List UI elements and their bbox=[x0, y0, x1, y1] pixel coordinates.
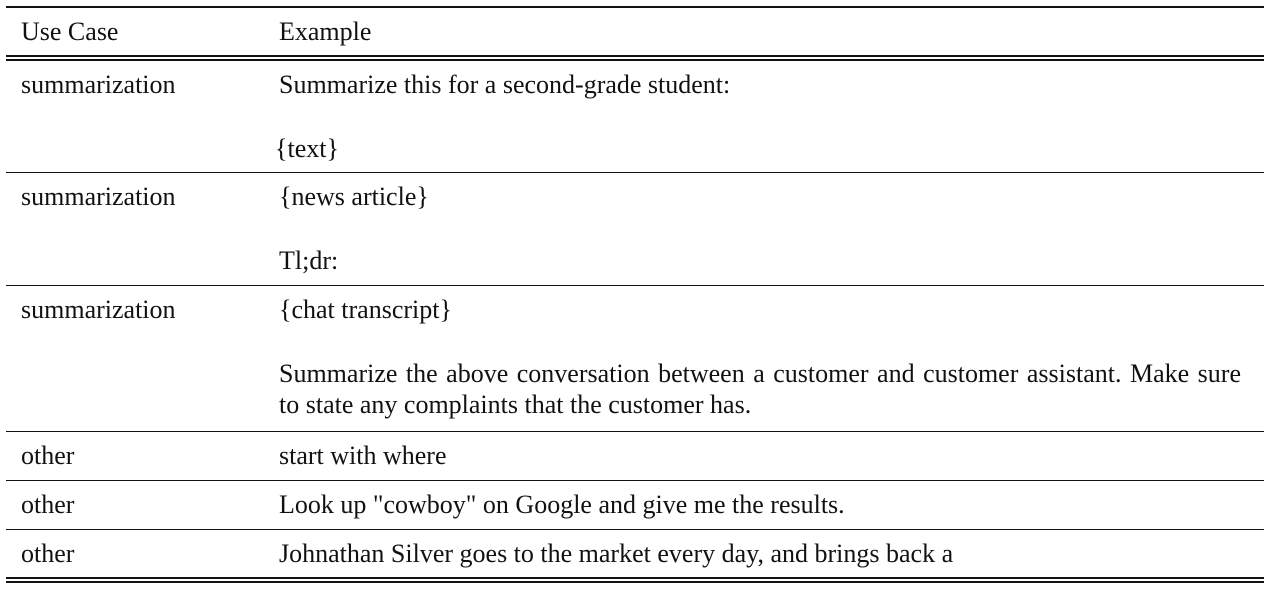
header-use-case: Use Case bbox=[21, 17, 119, 46]
example-cell: Summarize this for a second-grade studen… bbox=[275, 69, 1241, 164]
use-case-cell: summarization bbox=[21, 295, 176, 324]
row-divider bbox=[6, 285, 1264, 286]
example-cell: {news article} Tl;dr: bbox=[279, 181, 1241, 276]
header-example: Example bbox=[279, 17, 372, 46]
table-row: summarization Summarize this for a secon… bbox=[6, 61, 1264, 172]
table-row: summarization {chat transcript} Summariz… bbox=[6, 286, 1264, 431]
use-case-table: Use Case Example summarization Summarize… bbox=[6, 6, 1264, 583]
example-paragraph: Summarize this for a second-grade studen… bbox=[279, 70, 731, 99]
use-case-cell: other bbox=[21, 539, 75, 568]
example-cell: Look up "cowboy" on Google and give me t… bbox=[279, 489, 1241, 520]
example-paragraph: start with where bbox=[279, 441, 447, 470]
table-row: other Look up "cowboy" on Google and giv… bbox=[6, 481, 1264, 529]
example-paragraph: Look up "cowboy" on Google and give me t… bbox=[279, 490, 845, 519]
example-cell: {chat transcript} Summarize the above co… bbox=[279, 294, 1241, 420]
example-paragraph: {chat transcript} bbox=[279, 295, 452, 324]
use-case-cell: summarization bbox=[21, 70, 176, 99]
example-paragraph: Summarize the above conversation between… bbox=[279, 359, 1241, 419]
use-case-cell: summarization bbox=[21, 182, 176, 211]
example-cell: start with where bbox=[279, 440, 1241, 471]
table-row: other Johnathan Silver goes to the marke… bbox=[6, 530, 1264, 577]
use-case-cell: other bbox=[21, 441, 75, 470]
example-paragraph: {news article} bbox=[279, 182, 429, 211]
bottom-double-rule bbox=[6, 577, 1264, 583]
use-case-cell: other bbox=[21, 490, 75, 519]
row-divider bbox=[6, 529, 1264, 530]
row-divider bbox=[6, 431, 1264, 432]
row-divider bbox=[6, 480, 1264, 481]
header-double-rule bbox=[6, 55, 1264, 61]
top-rule bbox=[6, 6, 1264, 8]
example-paragraph: Johnathan Silver goes to the market ever… bbox=[279, 539, 954, 568]
example-cell: Johnathan Silver goes to the market ever… bbox=[279, 538, 1241, 569]
example-paragraph: {text} bbox=[275, 134, 339, 163]
example-paragraph: Tl;dr: bbox=[279, 246, 339, 275]
header-row: Use Case Example bbox=[6, 8, 1264, 55]
row-divider bbox=[6, 172, 1264, 173]
table-row: other start with where bbox=[6, 432, 1264, 480]
table-row: summarization {news article} Tl;dr: bbox=[6, 173, 1264, 285]
